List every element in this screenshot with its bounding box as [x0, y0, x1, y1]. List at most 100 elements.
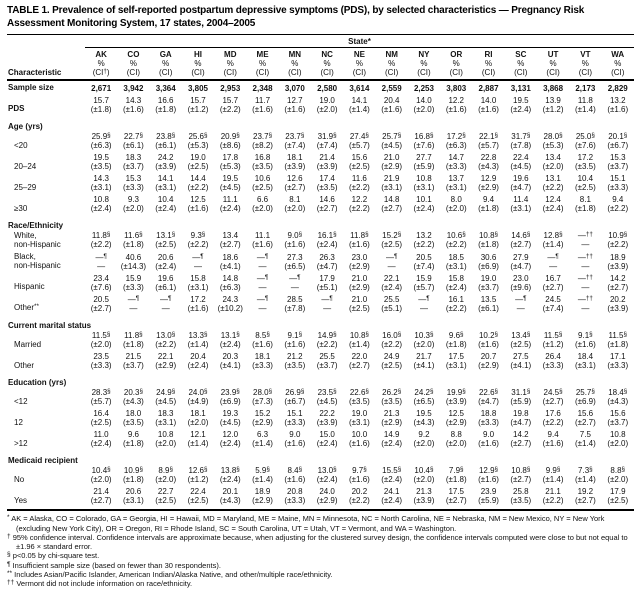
cell: 10.4§ (±2.0) — [413, 466, 435, 485]
pct-header: % — [614, 58, 622, 68]
cell: 10.8 (±2.0) — [607, 430, 629, 449]
section-row: Current marital status — [7, 316, 634, 331]
row-label: >12 — [14, 438, 28, 448]
cell: 25.6§ (±5.3) — [187, 131, 209, 150]
cell: 24.9 (±2.5) — [381, 351, 403, 370]
state-col-sc: SC — [515, 49, 527, 59]
cell: 9.0 (±1.6) — [284, 430, 306, 449]
cell: 11.6 (±2.2) — [348, 173, 370, 192]
cell: 17.5 (±3.1) — [445, 351, 467, 370]
row-label: Sample size — [8, 83, 54, 93]
cell: 19.0 (±3.1) — [348, 409, 370, 428]
cell: 21.0 (±2.5) — [348, 294, 370, 313]
cell: 26.4 (±3.3) — [542, 351, 564, 370]
cell: 24.2§ (±6.5) — [413, 388, 435, 407]
cell: 23.4 (±7.6) — [90, 273, 112, 292]
cell: 14.8 (±2.7) — [381, 194, 403, 213]
cell: —¶ — — [547, 252, 559, 271]
ci-header: (CI) — [181, 68, 215, 82]
row-label: <12 — [14, 396, 28, 406]
cell: 24.5§ (±2.7) — [542, 388, 564, 407]
cell: 14.1 (±3.1) — [155, 173, 177, 192]
cell: 24.0§ (±4.9) — [187, 388, 209, 407]
pct-header: % — [581, 58, 589, 68]
cell: 13.2 (±2.2) — [413, 231, 435, 250]
table-row: White, non-Hispanic 11.8§ (±2.2) 11.6§ (±1.8… — [7, 231, 634, 252]
cell: 15.7 (±2.2) — [219, 95, 241, 114]
state-col-ne: NE — [353, 49, 365, 59]
ci-header: (CI) — [601, 68, 634, 82]
cell: 10.4 (±2.4) — [155, 194, 177, 213]
cell: 15.5§ (±2.4) — [381, 466, 403, 485]
cell: 10.6§ (±2.2) — [445, 231, 467, 250]
cell: 14.1 (±1.4) — [348, 95, 370, 114]
cell: 18.3 (±3.1) — [155, 409, 177, 428]
spanner-spacer — [7, 34, 85, 47]
cell: —¶ — — [256, 294, 269, 313]
table-row: <20 25.9§ (±6.3) 22.7§ (±6.1) 23.8§ (±6.1) 25.6… — [7, 132, 634, 153]
cell: 2,253 — [413, 83, 434, 93]
cell: 3,803 — [446, 83, 467, 93]
cell: 21.0 (±2.9) — [381, 152, 403, 171]
cell: 9.7§ (±1.6) — [348, 466, 370, 485]
cell: 13.2 (±1.6) — [607, 95, 629, 114]
cell: 9.9§ (±1.4) — [542, 466, 564, 485]
cell: —¶ — — [289, 273, 301, 292]
footnote: ** Includes Asian/Pacific Islander, Amer… — [7, 570, 333, 579]
cell: 22.7 (±2.5) — [149, 487, 182, 512]
row-label: Yes — [7, 487, 85, 512]
ci-header: (CI) — [343, 68, 376, 82]
cell: 25.7§ (±4.5) — [381, 131, 403, 150]
cell: 20.6 (±3.1) — [117, 487, 150, 512]
cell: 2,559 — [381, 83, 402, 93]
cell: 3,614 — [349, 83, 370, 93]
section-row: Medicaid recipient — [7, 451, 634, 466]
cell: 15.7 (±1.2) — [187, 95, 209, 114]
cell: 27.9 (±4.7) — [510, 252, 532, 271]
cell: 17.2 (±3.5) — [574, 152, 596, 171]
cell: 25.7§ (±6.9) — [574, 388, 596, 407]
cell: 13.0§ (±2.2) — [155, 330, 177, 349]
cell: 23.5 (±3.3) — [90, 351, 112, 370]
cell: 19.0 (±2.5) — [187, 152, 209, 171]
cell: 11.4 (±3.1) — [510, 194, 532, 213]
cell: 7.3§ (±1.4) — [574, 466, 596, 485]
cell: 11.7 (±1.6) — [252, 95, 273, 114]
footnote: †† Vermont did not include information o… — [7, 579, 193, 589]
cell: 26.2§ (±3.5) — [381, 388, 403, 407]
cell: —†† — — [577, 294, 593, 313]
cell: 15.6 (±3.7) — [607, 409, 629, 428]
pct-header: % — [517, 58, 525, 68]
pct-header: % — [162, 58, 170, 68]
cell: 23.0 (±9.6) — [510, 273, 532, 292]
pct-header: % — [420, 58, 428, 68]
cell: 12.1 (±1.4) — [187, 430, 209, 449]
cell: 21.5 (±3.7) — [123, 351, 144, 370]
cell: 12.8§ (±1.4) — [542, 231, 564, 250]
cell: 16.1§ (±2.4) — [316, 231, 338, 250]
row-label: Other — [14, 360, 35, 370]
cell: 13.4 (±2.0) — [542, 152, 564, 171]
table-row: 12 16.4 (±2.5) 18.0 (±3.5) 18.3 (±3.1) 18.1 (±2.… — [7, 409, 634, 430]
cell: 22.0 (±2.7) — [348, 351, 370, 370]
cell: 6.3 (±1.4) — [252, 430, 273, 449]
cell: 2,671 — [91, 83, 112, 93]
cell: 25.9§ (±6.3) — [90, 131, 112, 150]
cell: 20.3 (±4.1) — [219, 351, 241, 370]
cell: 15.8 (±3.1) — [187, 273, 209, 292]
ci-header: (CI) — [278, 68, 311, 82]
cell: —¶ — — [127, 294, 140, 313]
table-title: TABLE 1. Prevalence of self-reported pos… — [7, 5, 585, 29]
cell: 25.8 (±3.5) — [504, 487, 537, 512]
characteristic-header: Characteristic — [7, 47, 85, 82]
cell: 12.2 (±2.2) — [348, 194, 370, 213]
cell: 24.3 (±10.2) — [217, 294, 243, 313]
row-label: PDS — [8, 104, 25, 114]
cell: 5.9§ (±1.4) — [252, 466, 273, 485]
cell: 20.4 (±1.6) — [381, 95, 403, 114]
cell: 8.9§ (±2.0) — [155, 466, 177, 485]
cell: 9.6 (±1.8) — [123, 430, 144, 449]
footnote: ¶ Insufficient sample size (based on few… — [7, 560, 221, 570]
state-col-or: OR — [450, 49, 463, 59]
row-label: No — [14, 475, 25, 485]
